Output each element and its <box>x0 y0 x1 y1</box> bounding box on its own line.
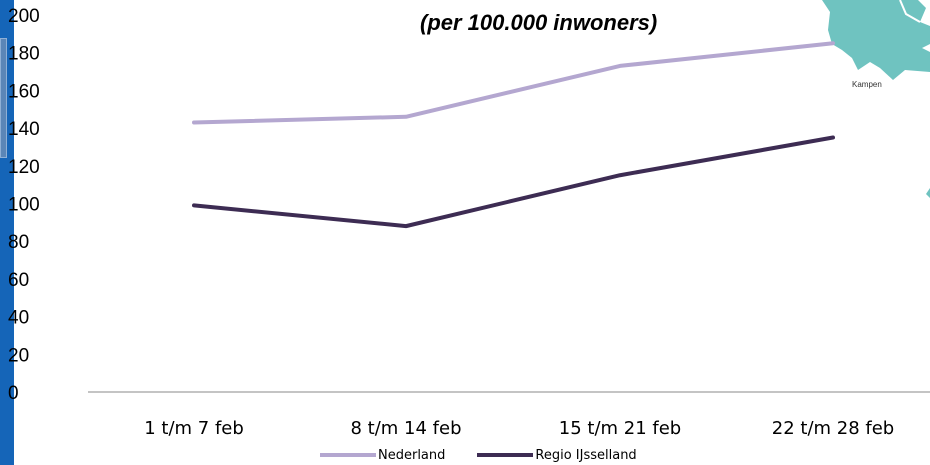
map-edge-fragment <box>926 188 930 198</box>
y-tick-label: 80 <box>8 232 29 253</box>
series-line-nederland <box>192 41 835 125</box>
legend: Nederland Regio IJsselland <box>320 446 669 464</box>
x-tick-label: 15 t/m 21 feb <box>559 418 681 439</box>
y-tick-label: 40 <box>8 308 29 329</box>
legend-label-nederland: Nederland <box>378 447 446 463</box>
series-lines <box>192 41 835 229</box>
map-label: Kampen <box>852 80 882 89</box>
y-tick-label: 140 <box>8 119 40 140</box>
y-tick-label: 20 <box>8 345 29 366</box>
legend-label-regio-ijsselland: Regio IJsselland <box>535 447 637 463</box>
x-tick-label: 8 t/m 14 feb <box>350 418 461 439</box>
y-tick-label: 160 <box>8 81 40 102</box>
series-line-regio-ijsselland <box>192 135 835 229</box>
x-tick-labels: 1 t/m 7 feb 8 t/m 14 feb 15 t/m 21 feb 22 t… <box>144 418 894 439</box>
left-accent-tab <box>0 38 7 158</box>
map-region-shape <box>822 0 930 80</box>
legend-item-nederland: Nederland <box>320 448 445 463</box>
map-fragment: Kampen <box>822 0 930 198</box>
x-tick-label: 1 t/m 7 feb <box>144 418 244 439</box>
y-tick-label: 60 <box>8 270 29 291</box>
chart-title: (per 100.000 inwoners) <box>420 10 658 35</box>
legend-swatch-regio-ijsselland <box>477 453 534 457</box>
y-tick-labels: 0 20 40 60 80 100 120 140 160 180 200 <box>8 6 40 404</box>
y-tick-label: 0 <box>8 383 19 404</box>
x-tick-label: 22 t/m 28 feb <box>772 418 894 439</box>
legend-item-regio-ijsselland: Regio IJsselland <box>477 447 637 463</box>
y-tick-label: 180 <box>8 44 40 65</box>
y-tick-label: 120 <box>8 157 40 178</box>
map-border-line <box>899 0 921 23</box>
legend-swatch-nederland <box>320 453 376 457</box>
y-tick-label: 200 <box>8 6 40 27</box>
y-tick-label: 100 <box>8 195 40 216</box>
